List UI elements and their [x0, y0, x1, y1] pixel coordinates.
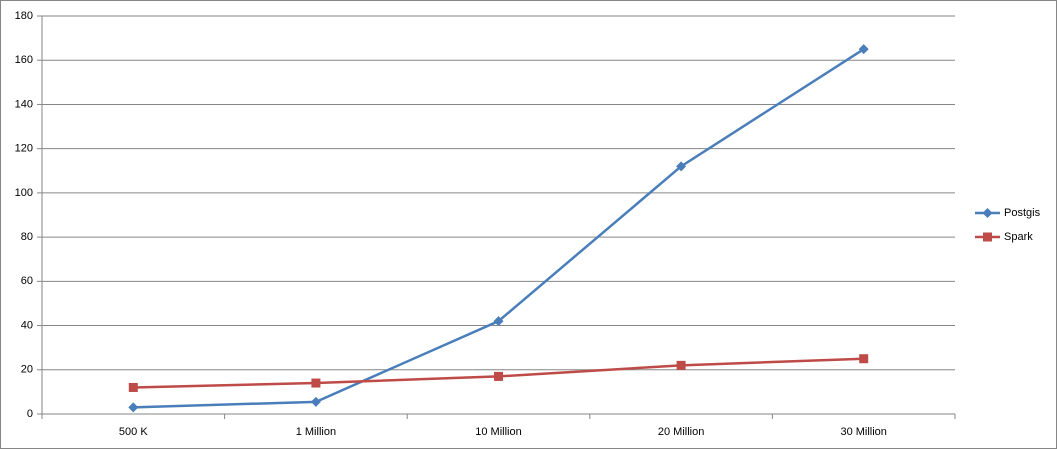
data-point [859, 354, 869, 364]
x-tick-label: 30 Million [840, 426, 886, 438]
data-point [310, 396, 321, 407]
y-tick-label: 40 [21, 319, 33, 331]
legend-label: Postgis [1004, 207, 1041, 219]
y-tick-label: 60 [21, 275, 33, 287]
y-tick-label: 80 [21, 231, 33, 243]
legend-marker [982, 208, 993, 218]
x-tick-label: 500 K [119, 426, 148, 438]
data-point [676, 161, 687, 172]
y-tick-label: 140 [15, 98, 33, 110]
data-point [128, 402, 139, 413]
legend-label: Spark [1004, 231, 1033, 243]
y-tick-label: 20 [21, 364, 33, 376]
legend-marker [983, 232, 992, 242]
y-tick-label: 0 [27, 408, 33, 420]
y-tick-label: 120 [15, 143, 33, 155]
y-tick-label: 160 [15, 54, 33, 66]
data-point [311, 378, 321, 388]
data-point [676, 360, 686, 370]
data-point [858, 44, 869, 55]
y-tick-label: 100 [15, 187, 33, 199]
x-tick-label: 20 Million [658, 426, 704, 438]
x-tick-label: 10 Million [475, 426, 521, 438]
data-point [128, 382, 138, 392]
y-tick-label: 180 [15, 10, 33, 22]
x-tick-label: 1 Million [296, 426, 336, 438]
data-point [494, 371, 503, 381]
data-point [493, 316, 504, 327]
